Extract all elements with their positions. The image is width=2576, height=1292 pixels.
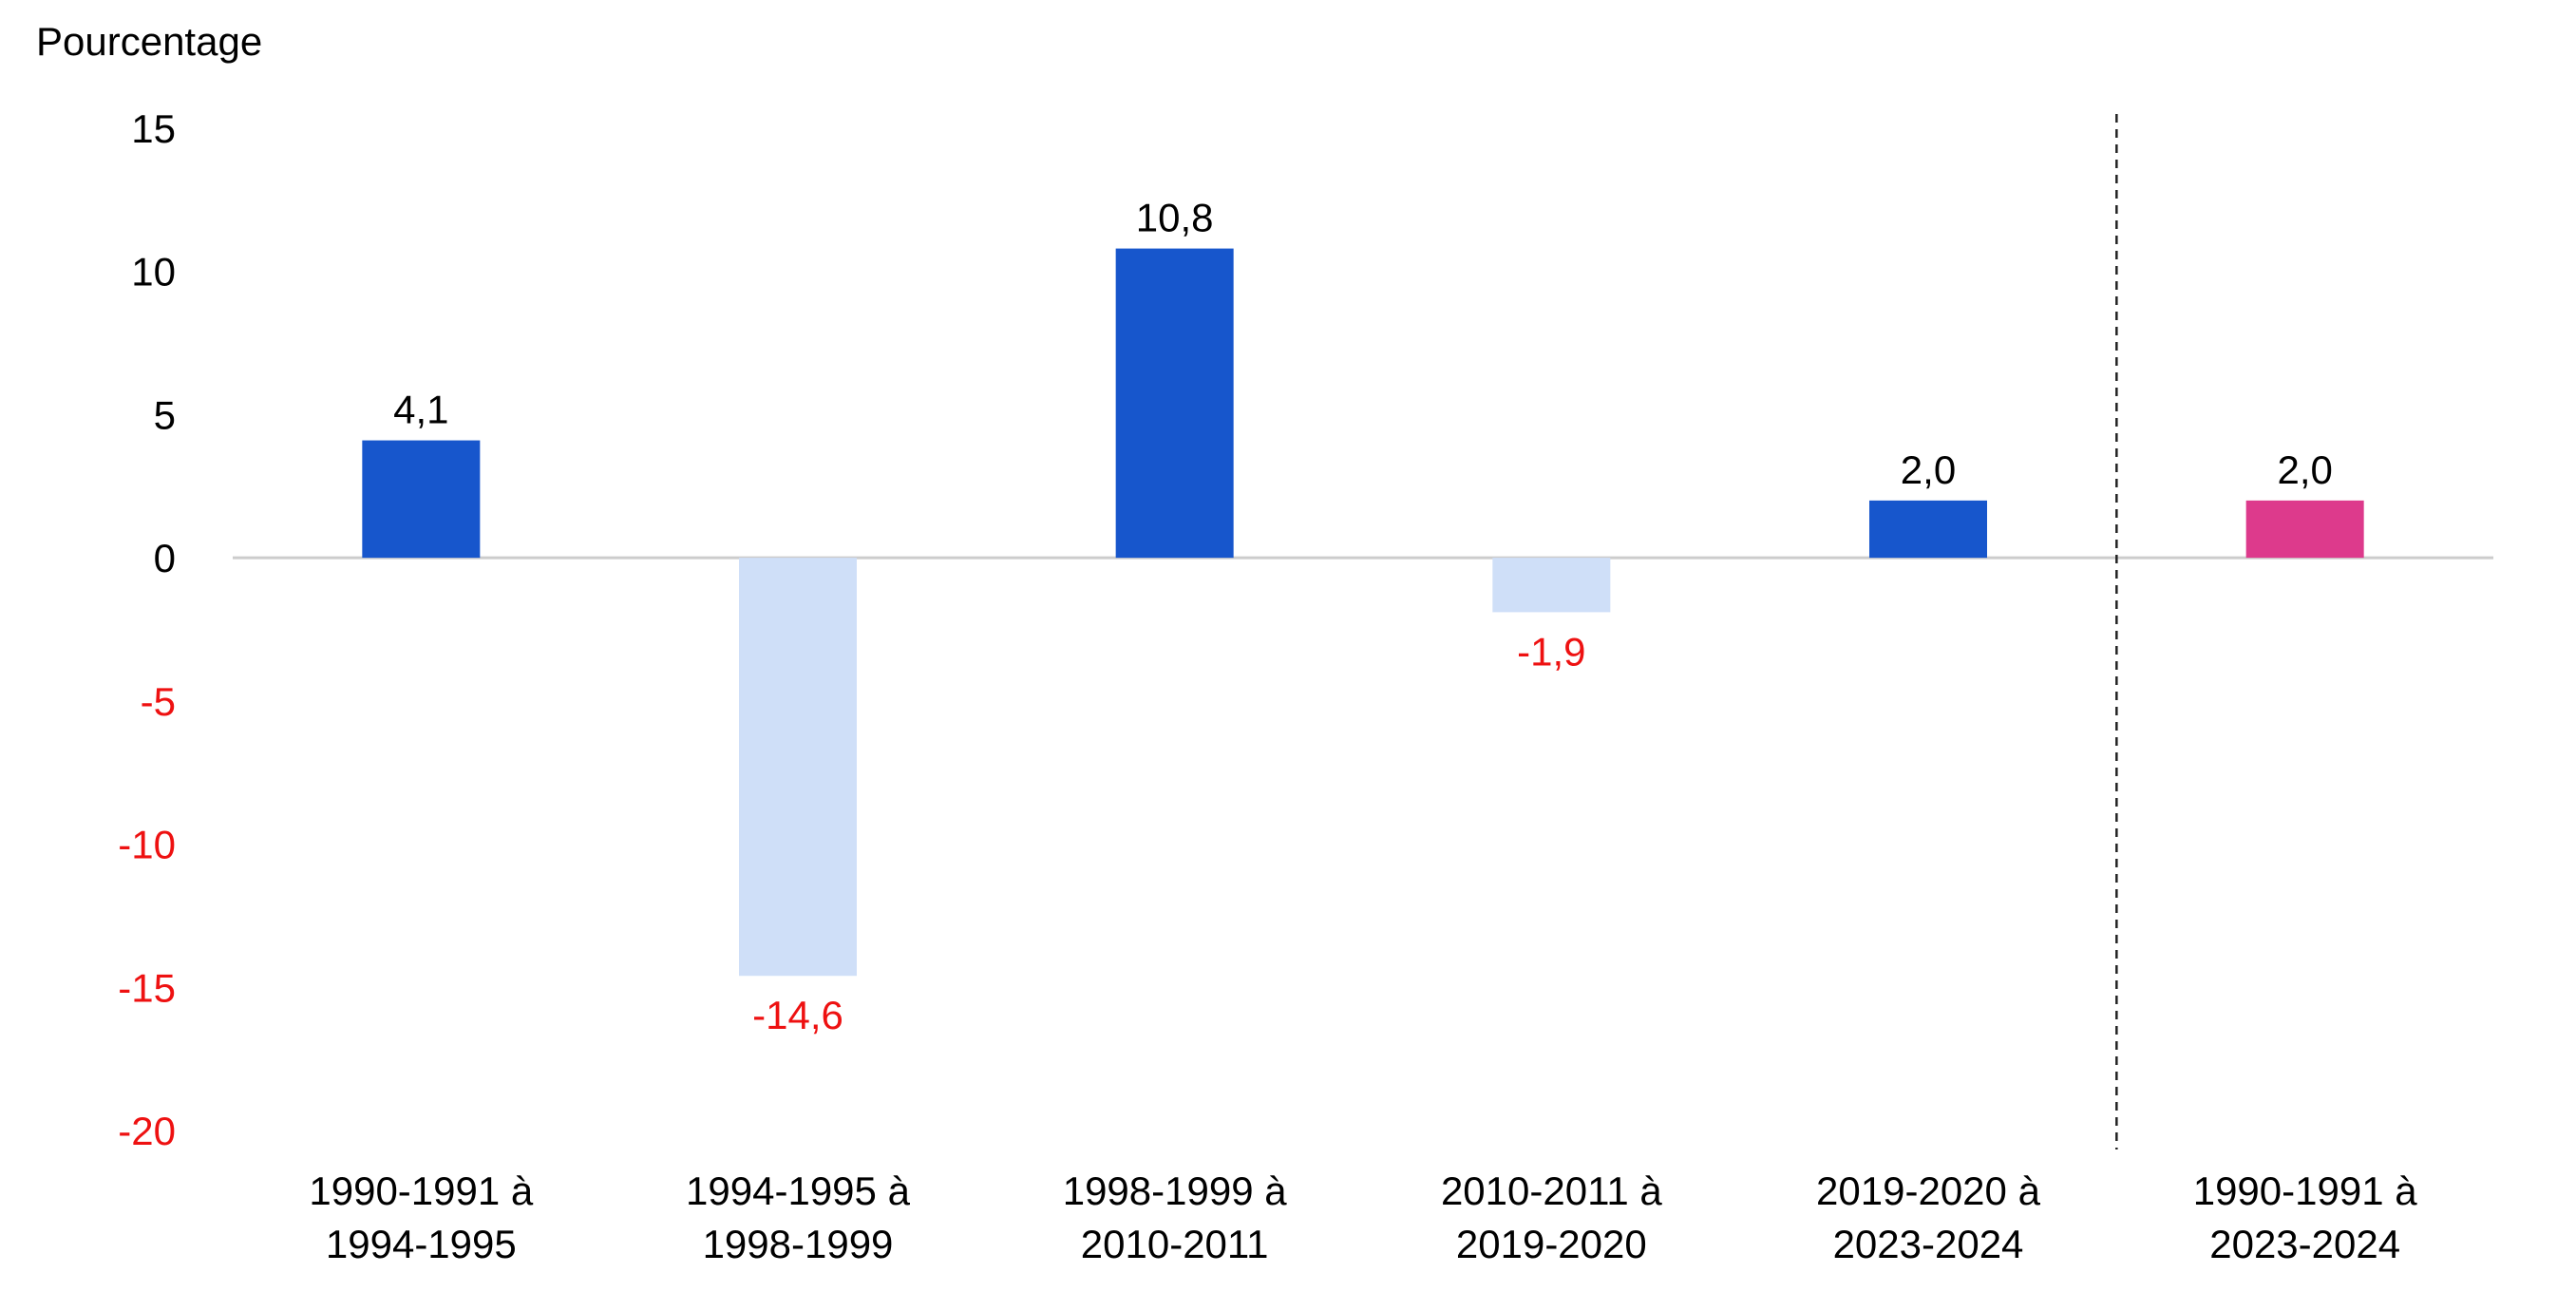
value-labels: 4,1 -14,6 10,8 -1,9 2,0 2,0 — [393, 196, 2333, 1038]
category-label: 1990-1991 à 2023-2024 — [2193, 1168, 2418, 1266]
category-label: 1998-1999 à 2010-2011 — [1063, 1168, 1288, 1266]
y-axis-ticks: 15 10 5 0 -5 -10 -15 -20 — [118, 106, 176, 1153]
y-tick-label: 0 — [154, 536, 176, 580]
bar — [739, 558, 857, 977]
y-tick-label: 10 — [131, 250, 176, 294]
y-axis-label: Pourcentage — [36, 19, 262, 64]
bars — [362, 248, 2364, 977]
bar — [2245, 500, 2364, 559]
bar-value-label: 2,0 — [1901, 447, 1956, 492]
bar — [1869, 500, 1987, 559]
category-label: 2019-2020 à 2023-2024 — [1816, 1168, 2041, 1266]
bar — [1492, 558, 1611, 613]
category-labels: 1990-1991 à 1994-1995 1994-1995 à 1998-1999… — [309, 1168, 2417, 1266]
bar-value-label: 4,1 — [393, 388, 448, 432]
category-label: 1994-1995 à 1998-1999 — [686, 1168, 911, 1266]
y-tick-label: -15 — [118, 965, 176, 1010]
bar-value-label: -14,6 — [752, 993, 843, 1037]
bar — [362, 440, 481, 559]
bar — [1115, 248, 1234, 559]
y-tick-label: -5 — [141, 679, 176, 724]
bar-value-label: -1,9 — [1517, 629, 1585, 674]
bar-value-label: 10,8 — [1136, 196, 1214, 240]
category-label: 2010-2011 à 2019-2020 — [1441, 1168, 1662, 1266]
y-tick-label: -10 — [118, 823, 176, 867]
y-tick-label: 15 — [131, 106, 176, 151]
y-tick-label: -20 — [118, 1109, 176, 1153]
y-tick-label: 5 — [154, 392, 176, 437]
bar-value-label: 2,0 — [2277, 447, 2332, 492]
category-label: 1990-1991 à 1994-1995 — [309, 1168, 534, 1266]
